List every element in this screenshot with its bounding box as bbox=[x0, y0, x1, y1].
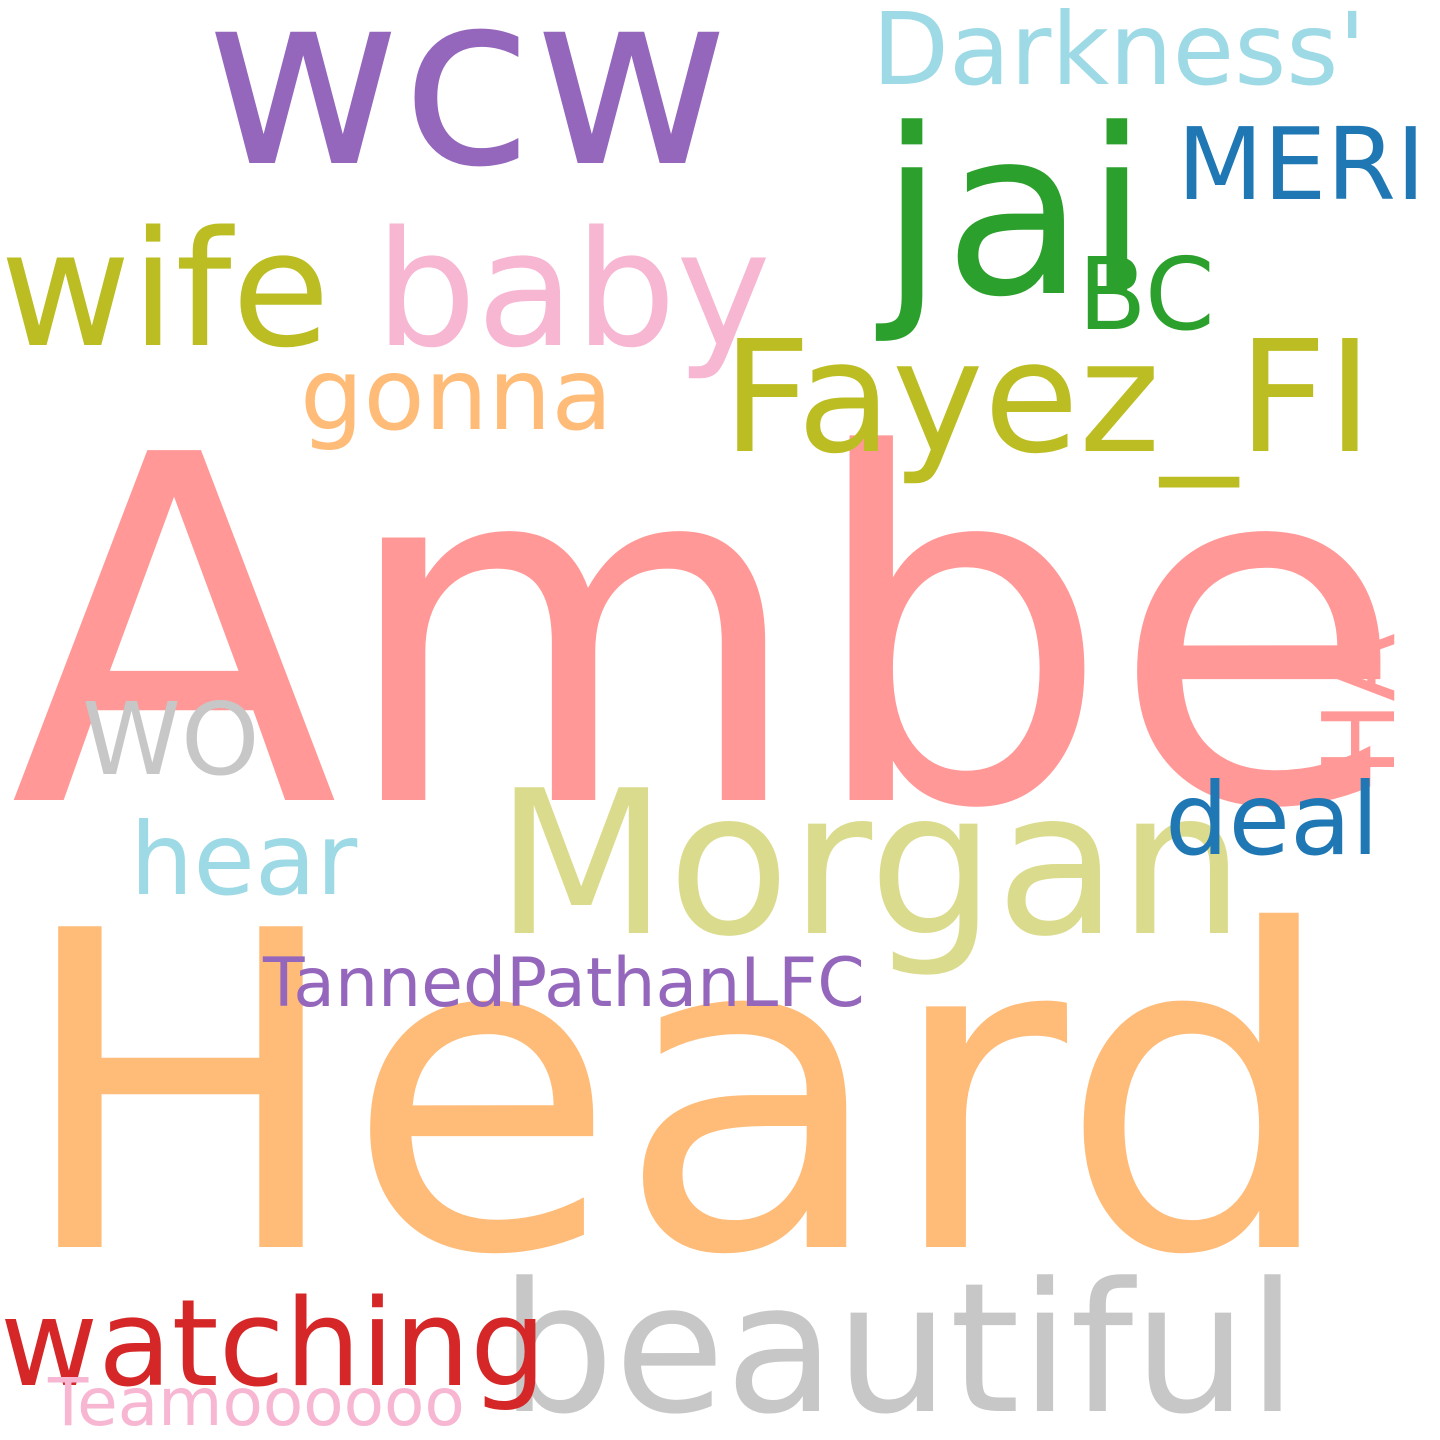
word-ha-vertical: HA bbox=[1301, 633, 1418, 777]
word-amber: Amber bbox=[10, 355, 1440, 914]
word-darkness: Darkness' bbox=[872, 0, 1366, 108]
word-jai: jai bbox=[880, 81, 1149, 348]
word-watching: watching bbox=[0, 1275, 547, 1414]
word-gonna: gonna bbox=[300, 336, 613, 453]
word-fayez-fi: Fayez_FI bbox=[722, 307, 1373, 488]
word-wife: wife bbox=[0, 196, 331, 383]
word-meri: MERI bbox=[1177, 106, 1426, 223]
word-beautiful: beautiful bbox=[500, 1245, 1298, 1440]
word-wo: WO bbox=[82, 681, 260, 798]
word-morgan: Morgan bbox=[495, 748, 1245, 981]
word-hear: hear bbox=[130, 801, 358, 918]
word-bc: BC bbox=[1078, 236, 1215, 353]
word-deal: deal bbox=[1165, 761, 1380, 878]
word-teamoooooo: Teamoooooo bbox=[48, 1364, 465, 1440]
word-baby: baby bbox=[375, 196, 771, 383]
word-ha: HA bbox=[1301, 633, 1418, 777]
word-wcw: wcw bbox=[205, 0, 730, 220]
word-tannedpathanlfc: TannedPathanLFC bbox=[263, 944, 865, 1023]
word-heard: Heard bbox=[15, 839, 1339, 1351]
